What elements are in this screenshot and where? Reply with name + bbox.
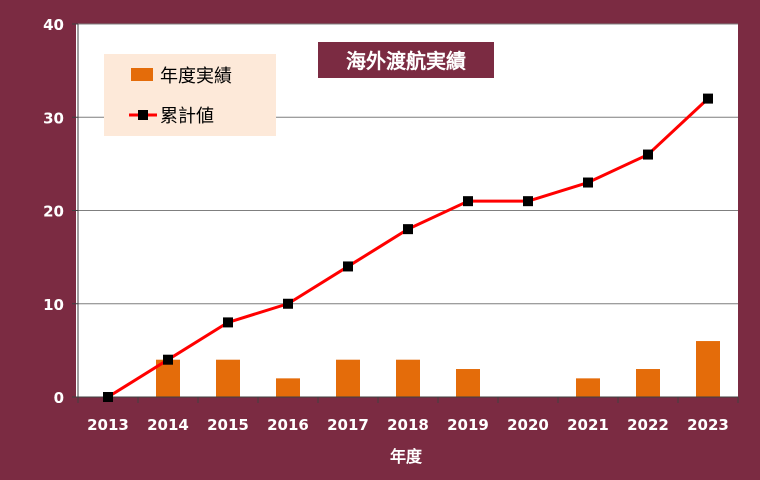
x-axis-title: 年度 xyxy=(390,447,423,466)
x-axis: 2013 2014 2015 2016 2017 2018 2019 2020 2021 2022… xyxy=(77,396,739,434)
y-tick-label: 10 xyxy=(43,296,64,314)
x-tick-label: 2016 xyxy=(267,416,309,434)
x-tick-label: 2018 xyxy=(387,416,429,434)
chart-title: 海外渡航実績 xyxy=(346,49,466,73)
line-marker-2023 xyxy=(703,93,713,104)
x-tick-label: 2022 xyxy=(627,416,669,434)
legend-label-annual: 年度実績 xyxy=(160,66,232,87)
line-marker-2019 xyxy=(463,196,473,207)
y-tick-label: 20 xyxy=(43,203,64,221)
x-tick-label: 2017 xyxy=(327,416,369,434)
bar-2016 xyxy=(276,378,300,397)
y-axis: 0 10 20 30 40 xyxy=(43,16,79,407)
bar-2015 xyxy=(216,359,240,397)
line-marker-2020 xyxy=(523,196,533,207)
line-marker-2022 xyxy=(643,149,653,160)
y-tick-label: 40 xyxy=(43,16,64,34)
bar-2019 xyxy=(456,369,480,397)
bar-series xyxy=(156,341,720,397)
line-marker-2021 xyxy=(583,177,593,188)
bar-2023 xyxy=(696,341,720,397)
y-tick-label: 30 xyxy=(43,109,64,127)
line-series xyxy=(103,93,713,402)
legend-marker-swatch xyxy=(138,110,148,120)
x-tick-label: 2015 xyxy=(207,416,249,434)
legend: 年度実績 累計値 xyxy=(104,54,276,136)
line-marker-2018 xyxy=(403,224,413,235)
line-marker-2015 xyxy=(223,317,233,328)
x-tick-label: 2014 xyxy=(147,416,189,434)
x-tick-label: 2023 xyxy=(687,416,729,434)
bar-2017 xyxy=(336,359,360,397)
line-marker-2013 xyxy=(103,392,113,402)
line-marker-2017 xyxy=(343,261,353,272)
y-tick-label: 0 xyxy=(54,389,64,407)
chart-title-bg xyxy=(318,42,494,78)
line-marker-2016 xyxy=(283,298,293,309)
x-tick-label: 2021 xyxy=(567,416,609,434)
bar-2022 xyxy=(636,369,660,397)
x-tick-label: 2020 xyxy=(507,416,549,434)
x-tick-label: 2013 xyxy=(87,416,129,434)
legend-bar-swatch xyxy=(131,68,153,81)
legend-box xyxy=(104,54,276,136)
bar-2021 xyxy=(576,378,600,397)
bar-2018 xyxy=(396,359,420,397)
legend-label-cumulative: 累計値 xyxy=(160,106,214,127)
x-tick-label: 2019 xyxy=(447,416,489,434)
line-marker-2014 xyxy=(163,354,173,365)
